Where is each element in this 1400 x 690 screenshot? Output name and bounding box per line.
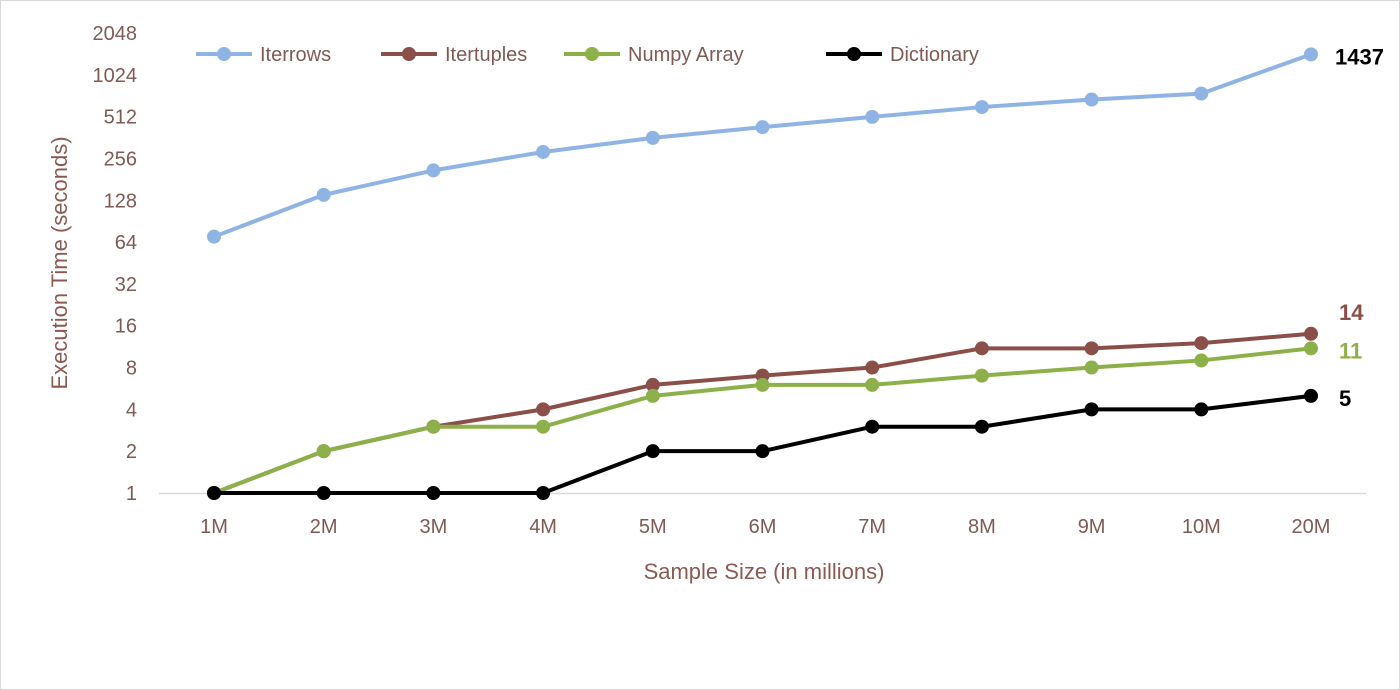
y-tick-label: 64 — [115, 232, 137, 254]
data-point-dictionary — [1084, 402, 1099, 417]
data-point-dictionary — [316, 486, 331, 500]
data-point-iterrows — [207, 229, 221, 244]
data-point-dictionary — [974, 419, 989, 434]
x-tick-label: 5M — [639, 516, 667, 538]
data-point-iterrows — [755, 120, 770, 135]
data-point-dictionary — [536, 486, 551, 500]
data-point-itertuples — [536, 402, 551, 417]
data-point-dictionary — [207, 486, 221, 500]
data-point-numpy-array — [1304, 341, 1318, 356]
x-tick-label: 8M — [968, 516, 996, 538]
x-tick-label: 1M — [200, 516, 228, 538]
end-label-numpy-array: 11 — [1339, 338, 1362, 363]
data-point-iterrows — [865, 109, 880, 124]
x-tick-label: 7M — [858, 516, 886, 538]
series-line-itertuples — [213, 331, 1312, 495]
data-point-dictionary — [1304, 388, 1318, 403]
x-tick-label: 20M — [1292, 516, 1331, 538]
x-tick-label: 6M — [749, 516, 777, 538]
y-tick-label: 8 — [126, 358, 137, 380]
legend: Iterrows Itertuples Numpy Array Dictionary — [196, 44, 979, 66]
legend-label-numpy-array: Numpy Array — [628, 44, 744, 66]
y-tick-label: 2048 — [93, 23, 138, 45]
data-point-iterrows — [1194, 86, 1209, 101]
data-point-iterrows — [1304, 47, 1318, 62]
data-point-numpy-array — [865, 377, 880, 392]
data-point-iterrows — [1084, 92, 1099, 107]
y-tick-label: 1024 — [93, 65, 138, 87]
y-tick-label: 4 — [126, 399, 137, 421]
data-point-numpy-array — [755, 377, 770, 392]
legend-marker-itertuples — [402, 47, 416, 61]
y-tick-label: 512 — [104, 107, 137, 129]
data-point-itertuples — [1304, 326, 1318, 341]
end-labels: 1437 14 11 5 — [1335, 44, 1384, 411]
data-point-itertuples — [1194, 336, 1209, 351]
data-point-iterrows — [974, 100, 989, 115]
x-tick-label: 2M — [310, 516, 338, 538]
data-point-dictionary — [426, 486, 441, 500]
y-tick-label: 32 — [115, 274, 137, 296]
series-group — [207, 47, 1318, 500]
data-point-dictionary — [1194, 402, 1209, 417]
data-point-numpy-array — [316, 444, 331, 459]
data-point-dictionary — [645, 444, 660, 459]
data-point-numpy-array — [1194, 353, 1209, 368]
x-tick-label: 4M — [529, 516, 557, 538]
data-point-itertuples — [865, 360, 880, 375]
data-point-numpy-array — [536, 419, 551, 434]
y-tick-label: 16 — [115, 316, 137, 338]
y-axis-title: Execution Time (seconds) — [47, 136, 72, 389]
y-tick-label: 128 — [104, 190, 137, 212]
data-point-iterrows — [426, 163, 441, 178]
y-tick-label: 256 — [104, 148, 137, 170]
legend-marker-numpy-array — [585, 47, 599, 61]
x-axis-title: Sample Size (in millions) — [644, 559, 885, 584]
data-point-dictionary — [865, 419, 880, 434]
series-line-iterrows — [213, 52, 1312, 239]
data-point-dictionary — [755, 444, 770, 459]
x-tick-label: 10M — [1182, 516, 1221, 538]
end-label-itertuples: 14 — [1339, 300, 1364, 325]
data-point-numpy-array — [426, 419, 441, 434]
data-point-iterrows — [316, 187, 331, 202]
data-point-numpy-array — [1084, 360, 1099, 375]
data-point-numpy-array — [974, 368, 989, 383]
x-axis-ticks: 1M 2M 3M 4M 5M 6M 7M 8M 9M 10M 20M — [200, 516, 1330, 538]
legend-label-iterrows: Iterrows — [260, 44, 331, 66]
data-point-itertuples — [645, 377, 660, 392]
legend-marker-iterrows — [217, 47, 231, 61]
data-point-itertuples — [1084, 341, 1099, 356]
legend-marker-dictionary — [847, 47, 861, 61]
data-point-iterrows — [536, 144, 551, 159]
y-axis-ticks: 1 2 4 8 16 32 64 128 256 512 1024 2048 — [93, 23, 138, 505]
legend-label-itertuples: Itertuples — [445, 44, 527, 66]
y-tick-label: 1 — [126, 483, 137, 505]
x-tick-label: 9M — [1078, 516, 1106, 538]
end-label-dictionary: 5 — [1339, 386, 1351, 411]
x-tick-label: 3M — [420, 516, 448, 538]
data-point-itertuples — [974, 341, 989, 356]
data-point-iterrows — [645, 130, 660, 145]
y-tick-label: 2 — [126, 441, 137, 463]
end-label-iterrows: 1437 — [1335, 44, 1384, 69]
data-point-numpy-array — [645, 388, 660, 403]
legend-label-dictionary: Dictionary — [890, 44, 979, 66]
